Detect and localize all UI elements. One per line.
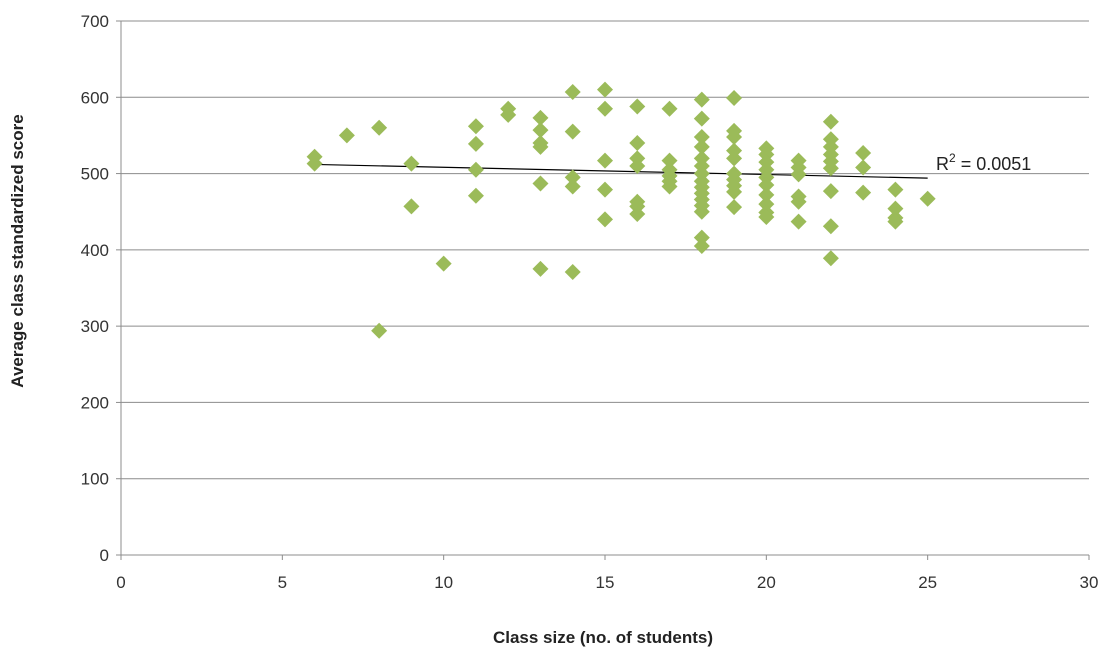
x-tick-label: 15 — [596, 573, 615, 592]
y-tick-label: 600 — [81, 88, 109, 107]
data-point — [564, 123, 581, 140]
data-point — [855, 184, 872, 201]
data-point — [822, 183, 839, 200]
data-point — [822, 218, 839, 235]
data-point — [726, 150, 743, 167]
data-point — [855, 144, 872, 161]
data-point — [758, 196, 775, 213]
data-point — [597, 152, 613, 169]
data-points — [306, 81, 936, 339]
data-point — [629, 98, 646, 115]
data-point — [306, 155, 323, 172]
y-tick-label: 400 — [81, 241, 109, 260]
data-point — [887, 213, 904, 230]
y-axis-title: Average class standardized score — [8, 114, 27, 387]
data-point — [661, 152, 678, 169]
data-point — [532, 138, 549, 155]
data-point — [693, 128, 710, 145]
data-point — [532, 175, 549, 192]
x-tick-label: 10 — [434, 573, 453, 592]
y-tick-label: 0 — [100, 546, 109, 565]
data-point — [726, 90, 743, 107]
data-point — [467, 161, 484, 178]
data-point — [532, 122, 549, 139]
data-point — [597, 81, 613, 98]
data-point — [371, 322, 388, 339]
data-point — [790, 193, 807, 210]
y-tick-labels: 0 100 200 300 400 500 600 700 — [81, 12, 121, 565]
data-point — [919, 190, 936, 207]
data-point — [500, 106, 517, 123]
x-tick-label: 5 — [278, 573, 287, 592]
data-point — [532, 260, 549, 277]
data-point — [726, 183, 743, 200]
data-point — [693, 238, 710, 255]
data-point — [693, 138, 710, 155]
data-point — [564, 169, 581, 186]
data-point — [887, 200, 904, 217]
data-point — [532, 109, 549, 126]
data-point — [758, 209, 775, 226]
data-point — [629, 157, 646, 174]
data-point — [855, 159, 872, 176]
data-point — [403, 198, 420, 215]
data-point — [597, 211, 613, 228]
data-point — [371, 119, 388, 136]
data-point — [629, 206, 646, 223]
data-point — [758, 186, 775, 203]
data-point — [822, 160, 839, 177]
data-point — [790, 166, 807, 183]
data-point — [597, 100, 613, 117]
data-point — [597, 181, 613, 198]
x-axis-title: Class size (no. of students) — [493, 628, 713, 647]
data-point — [693, 229, 710, 246]
data-point — [693, 203, 710, 220]
data-point — [790, 213, 807, 230]
data-point — [693, 91, 710, 108]
data-point — [693, 110, 710, 127]
y-tick-label: 200 — [81, 393, 109, 412]
r-squared-label: R2 = 0.0051 — [936, 151, 1031, 174]
data-point — [564, 83, 581, 100]
r-squared-superscript: 2 — [949, 151, 956, 165]
data-point — [661, 178, 678, 195]
data-point — [435, 255, 452, 272]
data-point — [822, 250, 839, 267]
y-tick-label: 300 — [81, 317, 109, 336]
x-tick-labels: 0 5 10 15 20 25 30 — [116, 555, 1098, 592]
data-point — [564, 178, 581, 195]
data-point — [726, 128, 743, 145]
data-point — [338, 127, 355, 144]
y-tick-label: 500 — [81, 165, 109, 184]
data-point — [822, 113, 839, 130]
x-tick-label: 0 — [116, 573, 125, 592]
data-point — [887, 181, 904, 198]
x-tick-label: 25 — [918, 573, 937, 592]
data-point — [403, 155, 420, 172]
data-point — [726, 199, 743, 216]
data-point — [758, 177, 775, 194]
data-point — [467, 135, 484, 152]
y-tick-label: 700 — [81, 12, 109, 31]
x-tick-label: 30 — [1080, 573, 1099, 592]
data-point — [467, 187, 484, 204]
trendline — [314, 163, 928, 179]
data-point — [564, 263, 581, 280]
y-tick-label: 100 — [81, 470, 109, 489]
x-tick-label: 20 — [757, 573, 776, 592]
data-point — [467, 118, 484, 135]
data-point — [661, 100, 678, 117]
data-point — [629, 135, 646, 152]
